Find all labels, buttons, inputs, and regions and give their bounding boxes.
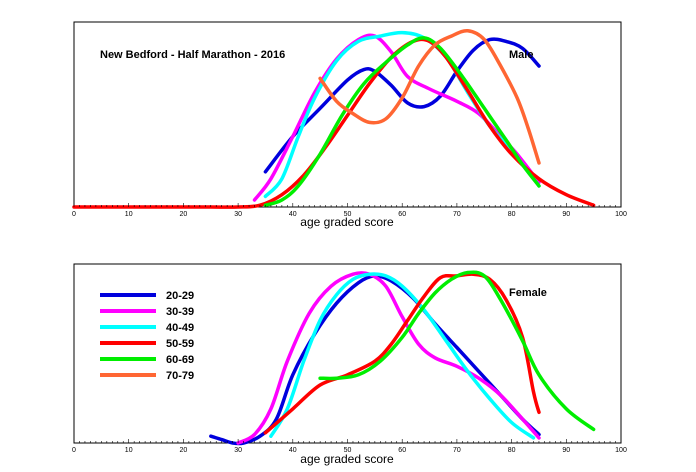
male-x-tick-label: 100 [615,211,627,218]
female-x-tick-label: 0 [72,447,76,454]
female-x-tick-label: 50 [344,447,352,454]
male-tick-layer: 0 10 20 30 40 50 60 70 80 90 100 [72,203,627,218]
male-series-line-70-79 [318,29,541,165]
male-series-line-60-69 [263,36,541,207]
male-x-tick-label: 80 [508,211,516,218]
female-panel: 0 10 20 30 40 50 60 70 80 90 100 Female age graded… [72,263,627,466]
female-x-tick-label: 90 [562,447,570,454]
male-x-axis-title: age graded score [300,215,394,229]
male-panel-label: Male [509,49,533,61]
female-x-tick-label: 80 [508,447,516,454]
legend: 20-29 30-39 40-49 50-59 60-69 70-79 [100,290,194,382]
male-x-tick-label: 30 [234,211,242,218]
male-x-tick-label: 10 [125,211,133,218]
male-panel: 0 10 20 30 40 50 60 70 80 90 100 New Bedford - Hal… [72,21,627,229]
male-series-layer [72,29,596,209]
male-x-tick-label: 50 [344,211,352,218]
female-series-line-30-39 [236,270,541,445]
female-x-tick-label: 60 [398,447,406,454]
male-x-tick-label: 0 [72,211,76,218]
female-x-tick-label: 20 [180,447,188,454]
male-x-tick-label: 60 [398,211,406,218]
legend-label-40-49: 40-49 [166,322,194,334]
legend-label-70-79: 70-79 [166,370,194,382]
female-series-line-40-49 [269,272,536,440]
male-series-line-20-29 [263,37,541,174]
legend-label-30-39: 30-39 [166,306,194,318]
legend-label-60-69: 60-69 [166,354,194,366]
female-panel-label: Female [509,287,547,299]
male-x-tick-label: 40 [289,211,297,218]
female-series-line-60-69 [318,270,596,432]
female-x-axis-title: age graded score [300,452,394,466]
female-tick-layer: 0 10 20 30 40 50 60 70 80 90 100 [72,439,627,454]
female-x-tick-label: 100 [615,447,627,454]
female-x-tick-label: 70 [453,447,461,454]
female-x-tick-label: 40 [289,447,297,454]
male-x-tick-label: 70 [453,211,461,218]
male-chart-title: New Bedford - Half Marathon - 2016 [100,49,285,61]
male-series-line-50-59 [72,37,596,209]
female-x-tick-label: 30 [234,447,242,454]
legend-label-50-59: 50-59 [166,338,194,350]
female-x-tick-label: 10 [125,447,133,454]
legend-label-20-29: 20-29 [166,290,194,302]
male-x-tick-label: 20 [180,211,188,218]
male-x-tick-label: 90 [562,211,570,218]
